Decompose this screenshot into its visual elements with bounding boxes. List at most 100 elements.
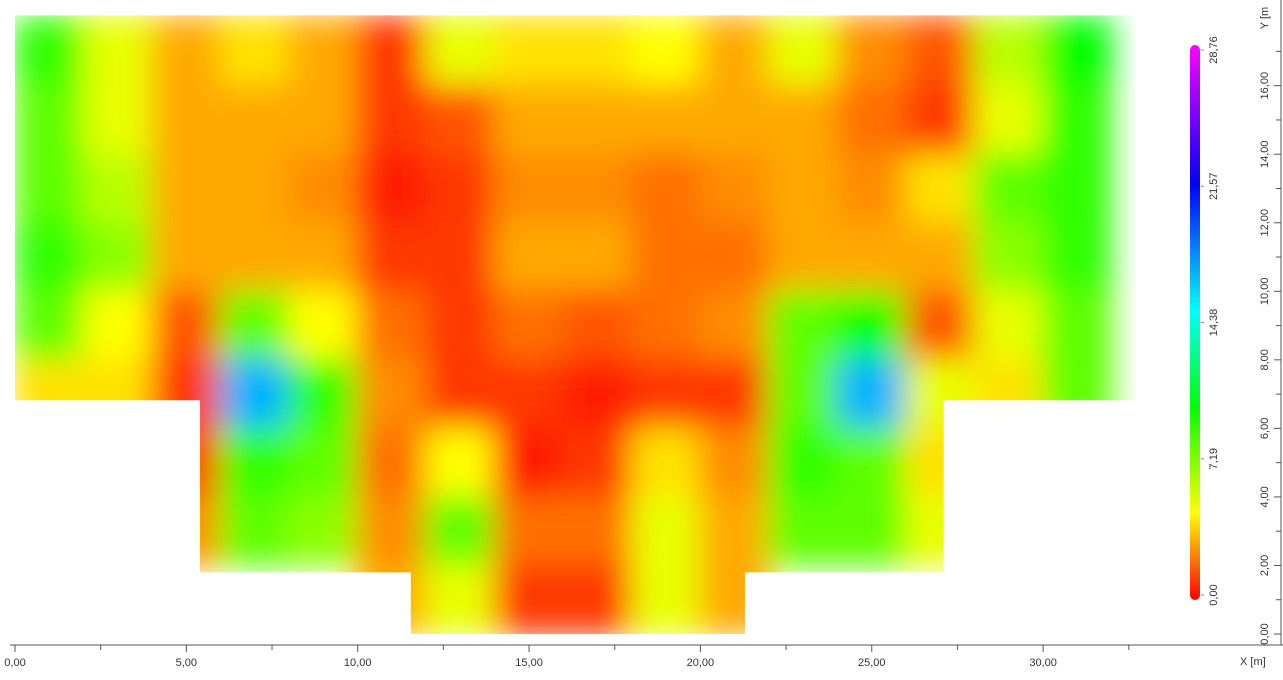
heat-cell bbox=[836, 84, 908, 156]
colorbar-label: 7,19 bbox=[1208, 448, 1220, 469]
heat-cell bbox=[905, 221, 976, 293]
heat-cell bbox=[151, 221, 222, 293]
heat-cell bbox=[493, 564, 565, 634]
heat-cell bbox=[356, 221, 428, 293]
heat-cell bbox=[836, 16, 908, 87]
heat-cell bbox=[836, 427, 908, 498]
x-tick-label: 0,00 bbox=[4, 657, 25, 669]
heat-cell bbox=[767, 153, 839, 224]
heat-cell bbox=[630, 495, 702, 567]
heat-cell bbox=[493, 358, 565, 430]
x-tick-label: 30,00 bbox=[1029, 657, 1057, 669]
x-tick-label: 15,00 bbox=[515, 657, 543, 669]
heat-cell bbox=[82, 153, 154, 224]
heat-cell bbox=[836, 290, 908, 361]
heat-cell bbox=[562, 495, 633, 567]
heat-cell bbox=[905, 495, 976, 567]
heat-cell bbox=[288, 495, 359, 567]
heat-cell bbox=[151, 495, 222, 567]
heat-cell bbox=[219, 84, 291, 156]
heat-cell bbox=[836, 495, 908, 567]
heatmap-area bbox=[15, 16, 1113, 634]
heat-cell bbox=[15, 16, 85, 87]
heat-cell bbox=[699, 427, 770, 498]
heat-cell bbox=[219, 290, 291, 361]
heat-cell bbox=[767, 16, 839, 87]
heat-cell bbox=[836, 358, 908, 430]
heat-cell bbox=[630, 358, 702, 430]
heat-cell bbox=[699, 221, 770, 293]
heat-cell bbox=[905, 153, 976, 224]
heat-cell bbox=[219, 221, 291, 293]
heat-cell bbox=[288, 16, 359, 87]
heat-cell bbox=[219, 427, 291, 498]
heat-cell bbox=[425, 153, 496, 224]
heat-cell bbox=[562, 358, 633, 430]
heat-cell bbox=[219, 153, 291, 224]
heat-cell bbox=[562, 427, 633, 498]
y-tick-label: 0,00 bbox=[1259, 623, 1271, 644]
heatmap-cells bbox=[15, 16, 1113, 634]
heat-cell bbox=[219, 358, 291, 430]
heat-cell bbox=[905, 427, 976, 498]
heat-cell bbox=[699, 153, 770, 224]
heat-cell bbox=[699, 358, 770, 430]
heat-cell bbox=[1042, 358, 1113, 430]
heat-cell bbox=[973, 221, 1045, 293]
y-tick-label: 16,00 bbox=[1259, 72, 1271, 100]
x-tick-label: 25,00 bbox=[858, 657, 886, 669]
y-tick-label: 12,00 bbox=[1259, 209, 1271, 237]
heat-cell bbox=[562, 153, 633, 224]
heat-cell bbox=[630, 221, 702, 293]
heat-cell bbox=[973, 153, 1045, 224]
heat-cell bbox=[288, 290, 359, 361]
heat-cell bbox=[219, 495, 291, 567]
heat-cell bbox=[356, 16, 428, 87]
heat-cell bbox=[493, 427, 565, 498]
y-tick-label: 4,00 bbox=[1259, 486, 1271, 507]
x-axis-label: X [m] bbox=[1240, 656, 1266, 668]
heat-cell bbox=[82, 84, 154, 156]
heat-cell bbox=[562, 84, 633, 156]
heat-cell bbox=[356, 564, 428, 634]
heat-cell bbox=[905, 16, 976, 87]
heat-cell bbox=[356, 495, 428, 567]
heat-cell bbox=[1042, 16, 1113, 87]
heat-cell bbox=[288, 153, 359, 224]
heat-cell bbox=[562, 16, 633, 87]
heat-cell bbox=[699, 495, 770, 567]
y-tick-label: 10,00 bbox=[1259, 278, 1271, 306]
heat-cell bbox=[82, 290, 154, 361]
heat-cell bbox=[767, 427, 839, 498]
heat-cell bbox=[973, 16, 1045, 87]
colorbar bbox=[1190, 45, 1200, 600]
heat-cell bbox=[767, 495, 839, 567]
colorbar-label: 28,76 bbox=[1208, 36, 1220, 64]
heat-cell bbox=[288, 84, 359, 156]
heat-cell bbox=[1042, 153, 1113, 224]
y-tick-label: 6,00 bbox=[1259, 418, 1271, 439]
heat-cell bbox=[15, 153, 85, 224]
colorbar-label: 0,00 bbox=[1208, 584, 1220, 605]
heat-cell bbox=[630, 564, 702, 634]
heat-cell bbox=[562, 290, 633, 361]
heat-cell bbox=[15, 290, 85, 361]
heat-cell bbox=[767, 84, 839, 156]
heat-cell bbox=[973, 290, 1045, 361]
heat-cell bbox=[425, 221, 496, 293]
colorbar-label: 21,57 bbox=[1208, 172, 1220, 200]
heat-cell bbox=[493, 84, 565, 156]
heat-cell bbox=[699, 290, 770, 361]
heat-cell bbox=[905, 84, 976, 156]
heat-cell bbox=[151, 358, 222, 430]
heat-cell bbox=[151, 84, 222, 156]
heat-cell bbox=[356, 84, 428, 156]
heat-cell bbox=[151, 290, 222, 361]
heat-cell bbox=[151, 153, 222, 224]
heat-cell bbox=[836, 221, 908, 293]
heat-cell bbox=[699, 564, 770, 634]
heat-cell bbox=[973, 84, 1045, 156]
y-tick-label: 8,00 bbox=[1259, 349, 1271, 370]
heat-cell bbox=[767, 358, 839, 430]
